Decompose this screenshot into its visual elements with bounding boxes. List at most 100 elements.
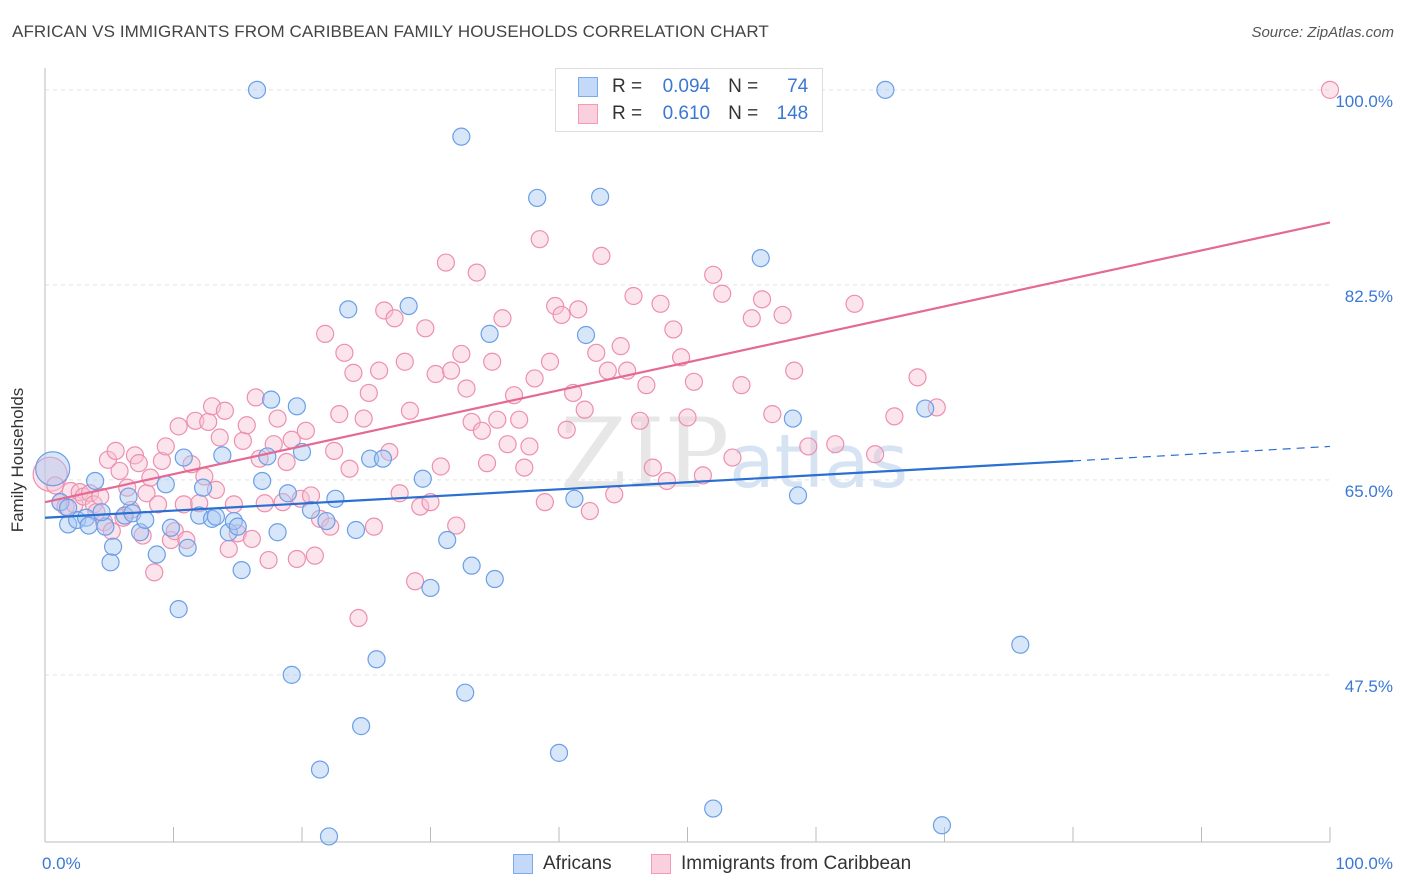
caribbean-point — [349, 608, 368, 628]
caribbean-point — [684, 372, 704, 391]
stats-legend: R = 0.094 N = 74 R = 0.610 N = 148 — [555, 68, 823, 132]
caribbean-point — [148, 495, 168, 514]
caribbean-point — [344, 363, 363, 382]
africans-point — [96, 517, 115, 536]
caribbean-point — [237, 416, 256, 435]
africans-point — [326, 489, 345, 508]
africans-point — [565, 489, 584, 508]
africans-point — [228, 517, 247, 536]
y-axis-label: Family Households — [8, 387, 27, 533]
africans-point — [59, 498, 78, 517]
caribbean-point — [713, 284, 732, 303]
caribbean-point — [580, 501, 599, 521]
caribbean-point — [592, 246, 611, 265]
caribbean-point — [129, 454, 148, 473]
bottom-legend-swatch-caribbean — [651, 854, 671, 874]
bottom-legend-label-africans: Africans — [543, 853, 612, 874]
africans-point — [373, 449, 393, 468]
caribbean-point — [598, 361, 617, 380]
africans-point — [788, 486, 808, 505]
africans-point — [346, 520, 366, 540]
caribbean-point — [520, 437, 539, 456]
legend-r-label: R = — [612, 103, 643, 124]
africans-point — [480, 324, 499, 343]
caribbean-point — [296, 421, 315, 440]
africans-point — [549, 743, 569, 762]
africans-trend-extension — [1072, 445, 1331, 462]
caribbean-point — [395, 352, 414, 371]
caribbean-point — [447, 516, 466, 535]
caribbean-point — [385, 309, 404, 328]
caribbean-point — [637, 376, 656, 395]
caribbean-point — [242, 529, 261, 549]
caribbean-point — [569, 300, 588, 319]
caribbean-point — [467, 263, 486, 282]
legend-r-label: R = — [612, 76, 643, 97]
africans-point — [367, 650, 386, 669]
y-tick-label: 82.5% — [1345, 287, 1393, 306]
africans-point — [79, 516, 98, 535]
caribbean-point — [364, 517, 384, 536]
caribbean-point — [493, 309, 512, 328]
caribbean-point — [210, 428, 229, 447]
caribbean-point — [224, 495, 243, 514]
y-tick-label: 65.0% — [1345, 482, 1393, 501]
africans-point — [704, 799, 723, 818]
caribbean-point — [773, 305, 792, 325]
caribbean-point — [106, 441, 125, 460]
legend-n-label: N = — [728, 76, 759, 97]
caribbean-point — [133, 526, 152, 545]
caribbean-point — [426, 364, 445, 384]
x-tick-label: 100.0% — [1335, 854, 1393, 873]
caribbean-point — [575, 400, 594, 419]
caribbean-point — [483, 352, 502, 371]
x-tick-label: 0.0% — [42, 854, 81, 873]
bottom-legend-label-caribbean: Immigrants from Caribbean — [681, 853, 912, 874]
africans-point — [399, 296, 418, 316]
caribbean-point — [510, 410, 529, 429]
caribbean-point — [557, 420, 576, 439]
caribbean-point — [488, 410, 507, 429]
africans-point — [301, 500, 321, 520]
africans-point — [528, 188, 547, 208]
y-tick-label: 100.0% — [1335, 92, 1393, 111]
caribbean-point — [145, 563, 164, 582]
caribbean-point — [246, 388, 265, 407]
legend-row-caribbean: R = 0.610 N = 148 — [578, 102, 808, 126]
africans-point — [258, 447, 277, 466]
caribbean-point — [416, 319, 435, 338]
caribbean-point — [799, 437, 818, 456]
caribbean-point — [421, 493, 440, 512]
legend-r-value: 0.610 — [662, 103, 711, 124]
africans-point — [278, 484, 297, 503]
caribbean-point — [316, 324, 335, 343]
africans-point — [452, 127, 471, 146]
caribbean-point — [752, 290, 772, 309]
caribbean-point — [268, 409, 287, 428]
legend-row-africans: R = 0.094 N = 74 — [578, 75, 808, 99]
legend-swatch-caribbean — [578, 104, 598, 124]
africans-point — [485, 569, 504, 589]
africans-point — [339, 300, 358, 319]
caribbean-point — [380, 442, 399, 462]
caribbean-point — [535, 493, 554, 512]
africans-point — [86, 471, 105, 491]
caribbean-point — [845, 294, 864, 313]
caribbean-point — [1320, 80, 1340, 99]
africans-trend-line — [44, 459, 1074, 519]
caribbean-point — [785, 361, 804, 380]
africans-point — [247, 80, 267, 99]
caribbean-point — [723, 448, 742, 467]
caribbean-point — [540, 352, 560, 371]
bottom-legend-caribbean: Immigrants from Caribbean — [651, 852, 911, 876]
caribbean-point — [400, 401, 420, 420]
africans-point — [317, 511, 336, 531]
caribbean-point — [477, 454, 497, 473]
africans-point — [268, 523, 287, 542]
africans-point — [101, 553, 120, 572]
caribbean-point — [552, 305, 571, 325]
caribbean-point — [732, 376, 751, 395]
caribbean-point — [152, 451, 172, 471]
legend-n-value: 74 — [787, 76, 809, 97]
